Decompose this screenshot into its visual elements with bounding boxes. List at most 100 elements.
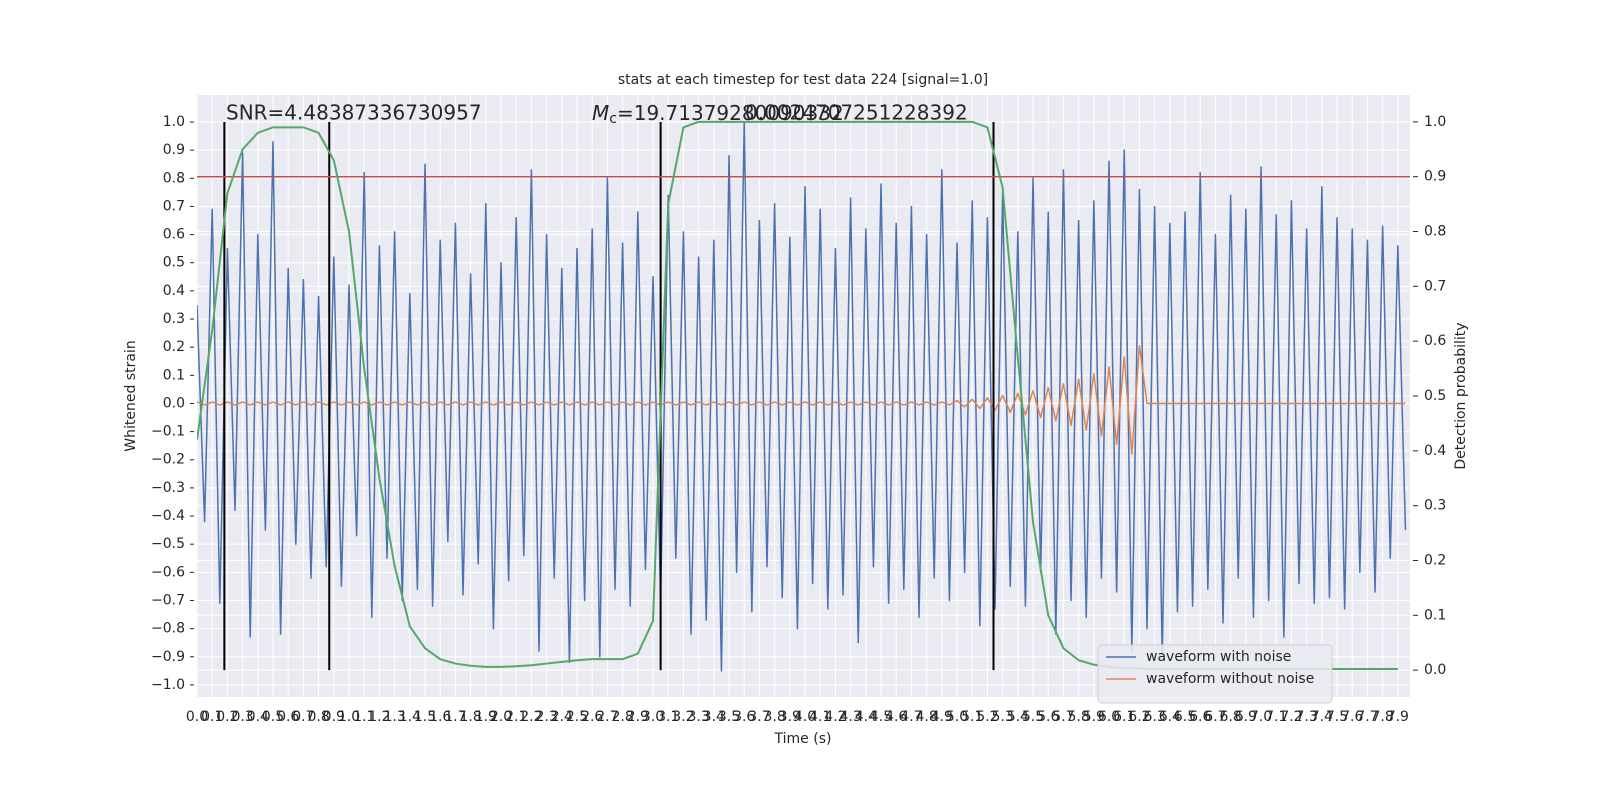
y-tick-label: −0.7 bbox=[151, 592, 185, 608]
x-tick-label: 1.8 bbox=[459, 709, 481, 725]
x-tick-label: 2.5 bbox=[566, 709, 588, 725]
x-tick-label: 7.9 bbox=[1387, 709, 1409, 725]
x-tick-label: 1.9 bbox=[475, 709, 497, 725]
x-tick-label: 7.5 bbox=[1326, 709, 1348, 725]
x-tick-label: 0.7 bbox=[292, 709, 314, 725]
x-tick-label: 1.2 bbox=[368, 709, 390, 725]
y-tick-label: 0.8 bbox=[163, 170, 185, 186]
mc-subscript: c bbox=[609, 111, 617, 127]
y2-tick-label: 1.0 bbox=[1424, 114, 1446, 130]
x-tick-label: 7.8 bbox=[1372, 709, 1394, 725]
x-tick-label: 0.8 bbox=[307, 709, 329, 725]
y-tick-label: 0.1 bbox=[163, 367, 185, 383]
x-tick-label: 6.8 bbox=[1220, 709, 1242, 725]
y-tick-label: 0.6 bbox=[163, 227, 185, 243]
x-tick-label: 3.0 bbox=[642, 709, 664, 725]
y2-tick-label: 0.0 bbox=[1424, 662, 1446, 678]
legend: waveform with noise waveform without nois… bbox=[1097, 644, 1333, 704]
x-tick-label: 5.3 bbox=[991, 709, 1013, 725]
y-tick-label: 1.0 bbox=[163, 114, 185, 130]
y-tick-label: −0.4 bbox=[151, 508, 185, 524]
legend-box bbox=[1097, 644, 1333, 704]
x-tick-label: 3.6 bbox=[733, 709, 755, 725]
x-tick-label: 4.9 bbox=[931, 709, 953, 725]
x-tick-label: 3.7 bbox=[748, 709, 770, 725]
x-tick-label: 6.2 bbox=[1128, 709, 1150, 725]
y-tick-label: 0.7 bbox=[163, 198, 185, 214]
x-tick-label: 6.0 bbox=[1098, 709, 1120, 725]
x-tick-label: 1.3 bbox=[383, 709, 405, 725]
x-tick-label: 6.9 bbox=[1235, 709, 1257, 725]
x-tick-label: 0.6 bbox=[277, 709, 299, 725]
x-tick-label: 3.1 bbox=[657, 709, 679, 725]
x-tick-label: 2.1 bbox=[505, 709, 527, 725]
x-tick-label: 4.0 bbox=[794, 709, 816, 725]
x-tick-label: 0.5 bbox=[262, 709, 284, 725]
x-tick-label: 2.8 bbox=[611, 709, 633, 725]
x-tick-label: 1.1 bbox=[353, 709, 375, 725]
x-tick-label: 5.6 bbox=[1037, 709, 1059, 725]
x-tick-label: 5.8 bbox=[1067, 709, 1089, 725]
y-tick-label: −1.0 bbox=[151, 677, 185, 693]
x-tick-label: 7.3 bbox=[1296, 709, 1318, 725]
y2-tick-label: 0.4 bbox=[1424, 443, 1446, 459]
x-tick-label: 0.4 bbox=[247, 709, 269, 725]
x-tick-label: 0.9 bbox=[323, 709, 345, 725]
axes: 0.00.10.20.30.40.50.60.70.80.91.01.11.21… bbox=[151, 114, 1446, 725]
extra-annotation: 0.0024707251228392 bbox=[745, 101, 968, 125]
x-tick-label: 5.1 bbox=[961, 709, 983, 725]
y2-tick-label: 0.3 bbox=[1424, 498, 1446, 514]
x-tick-label: 2.3 bbox=[535, 709, 557, 725]
x-tick-label: 4.6 bbox=[885, 709, 907, 725]
x-tick-label: 0.3 bbox=[231, 709, 253, 725]
x-tick-label: 3.3 bbox=[687, 709, 709, 725]
marks bbox=[197, 120, 1410, 672]
x-tick-label: 5.0 bbox=[946, 709, 968, 725]
x-tick-label: 2.9 bbox=[627, 709, 649, 725]
y-tick-label: −0.2 bbox=[151, 452, 185, 468]
y2-tick-label: 0.1 bbox=[1424, 607, 1446, 623]
x-tick-label: 2.6 bbox=[581, 709, 603, 725]
x-tick-label: 6.6 bbox=[1189, 709, 1211, 725]
x-tick-label: 4.2 bbox=[824, 709, 846, 725]
x-tick-label: 4.1 bbox=[809, 709, 831, 725]
x-tick-label: 6.7 bbox=[1204, 709, 1226, 725]
x-tick-label: 5.4 bbox=[1007, 709, 1029, 725]
x-tick-label: 7.2 bbox=[1280, 709, 1302, 725]
x-tick-label: 4.3 bbox=[839, 709, 861, 725]
y2-axis-label: Detection probability bbox=[1453, 322, 1469, 469]
y-tick-label: 0.5 bbox=[163, 255, 185, 271]
y-tick-label: −0.5 bbox=[151, 536, 185, 552]
y2-tick-label: 0.2 bbox=[1424, 552, 1446, 568]
x-tick-label: 7.7 bbox=[1356, 709, 1378, 725]
chart-title: stats at each timestep for test data 224… bbox=[618, 72, 988, 88]
series-line bbox=[197, 121, 1407, 672]
x-tick-label: 1.6 bbox=[429, 709, 451, 725]
x-tick-label: 6.4 bbox=[1159, 709, 1181, 725]
x-tick-label: 4.5 bbox=[870, 709, 892, 725]
y-axis-label: Whitened strain bbox=[123, 340, 139, 451]
x-tick-label: 2.7 bbox=[596, 709, 618, 725]
x-tick-label: 0.2 bbox=[216, 709, 238, 725]
x-tick-label: 6.3 bbox=[1143, 709, 1165, 725]
x-tick-label: 6.1 bbox=[1113, 709, 1135, 725]
x-tick-label: 5.5 bbox=[1022, 709, 1044, 725]
mc-annotation: Mc=19.71379280090332 bbox=[592, 101, 844, 128]
y-tick-label: 0.0 bbox=[163, 395, 185, 411]
x-tick-label: 7.1 bbox=[1265, 709, 1287, 725]
y-tick-label: 0.9 bbox=[163, 142, 185, 158]
x-tick-label: 3.9 bbox=[779, 709, 801, 725]
x-tick-label: 2.0 bbox=[490, 709, 512, 725]
y-tick-label: −0.1 bbox=[151, 424, 185, 440]
x-tick-label: 7.4 bbox=[1311, 709, 1333, 725]
legend-label: waveform without noise bbox=[1146, 671, 1314, 687]
y2-tick-label: 0.6 bbox=[1424, 333, 1446, 349]
x-tick-label: 0.1 bbox=[201, 709, 223, 725]
x-tick-label: 3.8 bbox=[763, 709, 785, 725]
x-tick-label: 1.5 bbox=[414, 709, 436, 725]
y-tick-label: 0.4 bbox=[163, 283, 185, 299]
x-tick-label: 5.7 bbox=[1052, 709, 1074, 725]
y2-tick-label: 0.9 bbox=[1424, 169, 1446, 185]
x-tick-label: 2.2 bbox=[520, 709, 542, 725]
